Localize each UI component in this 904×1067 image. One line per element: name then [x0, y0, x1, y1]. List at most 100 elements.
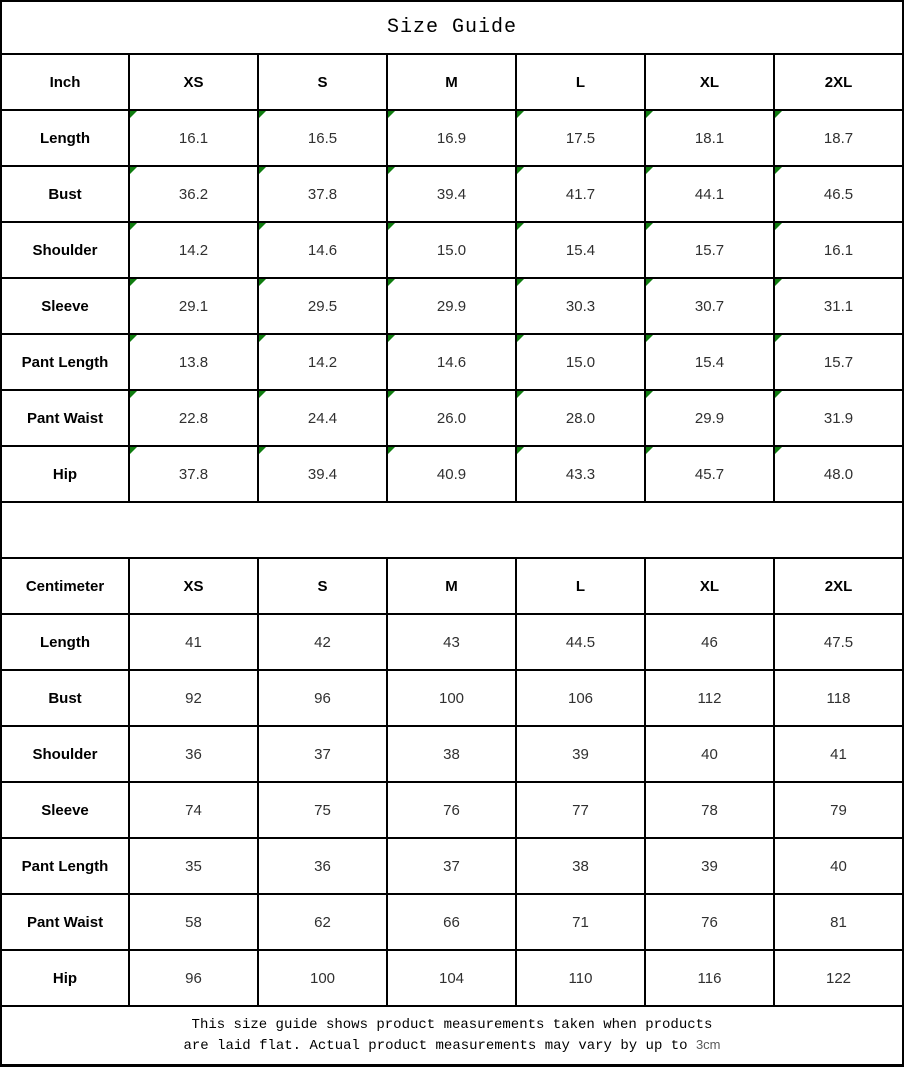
unit-header-inch: Inch: [2, 55, 128, 109]
size-value-cell: 43.3: [517, 447, 644, 501]
size-value-cell: 76: [646, 895, 773, 949]
page-title: Size Guide: [2, 2, 902, 53]
corner-flag-icon: [130, 167, 137, 174]
size-value-cell: 66: [388, 895, 515, 949]
corner-flag-icon: [517, 335, 524, 342]
size-value-cell: 37.8: [130, 447, 257, 501]
corner-flag-icon: [517, 167, 524, 174]
corner-flag-icon: [388, 111, 395, 118]
size-value: 39: [572, 745, 589, 763]
size-value-cell: 75: [259, 783, 386, 837]
col-header-l: L: [517, 55, 644, 109]
size-value-cell: 40.9: [388, 447, 515, 501]
footer-line1: This size guide shows product measuremen…: [191, 1016, 713, 1033]
size-value: 14.2: [307, 353, 338, 371]
corner-flag-icon: [646, 447, 653, 454]
size-value: 96: [185, 969, 202, 987]
size-value: 47.5: [823, 633, 854, 651]
size-value-cell: 58: [130, 895, 257, 949]
size-value: 35: [185, 857, 202, 875]
row-label: Shoulder: [2, 223, 128, 277]
size-value-cell: 14.2: [130, 223, 257, 277]
corner-flag-icon: [775, 391, 782, 398]
size-value: 44.5: [565, 633, 596, 651]
size-value: 41: [185, 633, 202, 651]
size-value-cell: 18.1: [646, 111, 773, 165]
size-value-cell: 14.2: [259, 335, 386, 389]
size-value-cell: 118: [775, 671, 902, 725]
size-value: 58: [185, 913, 202, 931]
size-value-cell: 76: [388, 783, 515, 837]
size-value: 16.9: [436, 129, 467, 147]
corner-flag-icon: [517, 391, 524, 398]
size-value-cell: 31.1: [775, 279, 902, 333]
col-header-xs: XS: [130, 559, 257, 613]
size-value: 40: [701, 745, 718, 763]
size-value: 77: [572, 801, 589, 819]
size-value: 112: [697, 689, 722, 707]
size-value-cell: 39: [646, 839, 773, 893]
size-value: 40: [830, 857, 847, 875]
size-value: 92: [185, 689, 202, 707]
corner-flag-icon: [130, 391, 137, 398]
size-value: 15.0: [436, 241, 467, 259]
row-label: Sleeve: [2, 279, 128, 333]
corner-flag-icon: [259, 335, 266, 342]
size-value-cell: 100: [259, 951, 386, 1005]
size-value-cell: 74: [130, 783, 257, 837]
corner-flag-icon: [259, 279, 266, 286]
size-value-cell: 39: [517, 727, 644, 781]
corner-flag-icon: [259, 391, 266, 398]
row-label: Pant Waist: [2, 391, 128, 445]
corner-flag-icon: [388, 167, 395, 174]
size-value-cell: 92: [130, 671, 257, 725]
size-value: 37: [443, 857, 460, 875]
size-value-cell: 35: [130, 839, 257, 893]
size-value-cell: 44.5: [517, 615, 644, 669]
size-value-cell: 42: [259, 615, 386, 669]
size-value: 39: [701, 857, 718, 875]
size-value: 100: [438, 689, 465, 707]
size-value-cell: 41.7: [517, 167, 644, 221]
size-value-cell: 78: [646, 783, 773, 837]
size-value: 36: [314, 857, 331, 875]
spacer-row: [2, 503, 902, 557]
size-value: 29.9: [694, 409, 725, 427]
size-value-cell: 62: [259, 895, 386, 949]
col-header-l: L: [517, 559, 644, 613]
size-value-cell: 39.4: [259, 447, 386, 501]
size-value-cell: 36: [259, 839, 386, 893]
row-label: Length: [2, 615, 128, 669]
size-value: 15.4: [565, 241, 596, 259]
size-value: 71: [572, 913, 589, 931]
size-value-cell: 81: [775, 895, 902, 949]
size-value-cell: 100: [388, 671, 515, 725]
size-value-cell: 48.0: [775, 447, 902, 501]
size-value: 40.9: [436, 465, 467, 483]
size-value-cell: 14.6: [388, 335, 515, 389]
corner-flag-icon: [130, 279, 137, 286]
size-value: 30.3: [565, 297, 596, 315]
size-value-cell: 38: [517, 839, 644, 893]
corner-flag-icon: [775, 167, 782, 174]
corner-flag-icon: [130, 447, 137, 454]
corner-flag-icon: [646, 391, 653, 398]
row-label: Pant Length: [2, 839, 128, 893]
size-value: 122: [825, 969, 852, 987]
size-value-cell: 15.7: [775, 335, 902, 389]
size-value: 39.4: [436, 185, 467, 203]
size-value: 74: [185, 801, 202, 819]
col-header-xl: XL: [646, 55, 773, 109]
size-value: 104: [438, 969, 465, 987]
corner-flag-icon: [646, 223, 653, 230]
size-value: 36: [185, 745, 202, 763]
size-value-cell: 30.7: [646, 279, 773, 333]
size-value-cell: 30.3: [517, 279, 644, 333]
corner-flag-icon: [259, 111, 266, 118]
size-value-cell: 16.1: [775, 223, 902, 277]
size-value: 116: [697, 969, 722, 987]
size-value-cell: 29.5: [259, 279, 386, 333]
size-value-cell: 71: [517, 895, 644, 949]
size-value-cell: 29.9: [646, 391, 773, 445]
size-value-cell: 116: [646, 951, 773, 1005]
